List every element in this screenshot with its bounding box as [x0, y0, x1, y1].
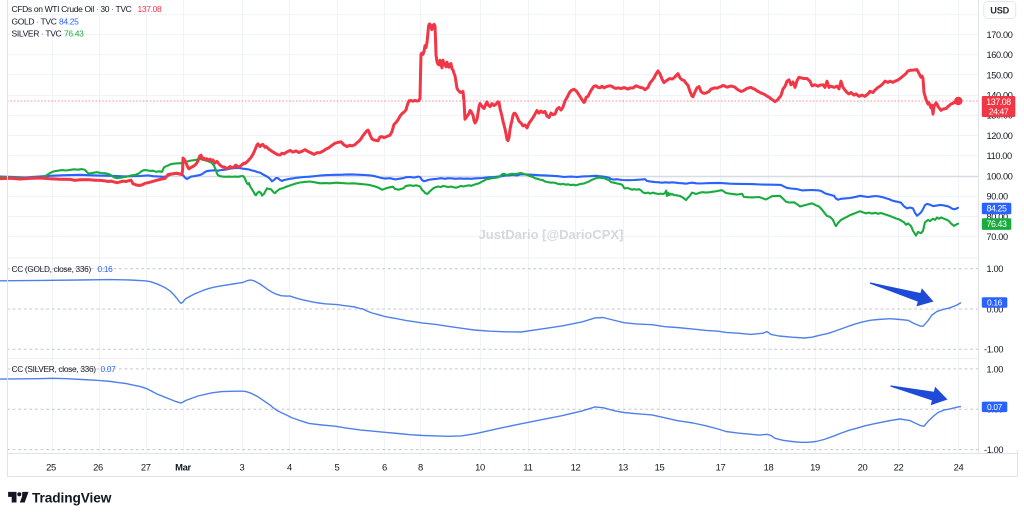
svg-text:76.43: 76.43 — [64, 29, 84, 39]
svg-text:160.00: 160.00 — [987, 50, 1013, 60]
svg-text:84.25: 84.25 — [986, 204, 1007, 214]
svg-text:0.00: 0.00 — [987, 304, 1004, 314]
svg-text:JustDario [@DarioCPX]: JustDario [@DarioCPX] — [479, 227, 624, 242]
svg-text:110.00: 110.00 — [987, 151, 1013, 161]
svg-text:27: 27 — [141, 462, 151, 473]
svg-text:4: 4 — [287, 462, 292, 473]
svg-text:170.00: 170.00 — [987, 30, 1013, 40]
svg-text:90.00: 90.00 — [987, 192, 1008, 202]
svg-text:17: 17 — [716, 462, 726, 473]
svg-text:13: 13 — [618, 462, 628, 473]
svg-text:5: 5 — [335, 462, 340, 473]
svg-text:-1.00: -1.00 — [984, 345, 1003, 355]
svg-text:0.07: 0.07 — [987, 402, 1003, 412]
svg-text:100.00: 100.00 — [987, 171, 1013, 181]
svg-text:0.16: 0.16 — [987, 297, 1003, 307]
svg-text:1.00: 1.00 — [987, 364, 1004, 374]
svg-text:18: 18 — [764, 462, 774, 473]
svg-text:GOLD · TVC: GOLD · TVC — [12, 16, 57, 26]
svg-text:24:47: 24:47 — [989, 107, 1009, 117]
svg-text:11: 11 — [523, 462, 532, 473]
svg-text:25: 25 — [46, 462, 56, 473]
svg-text:0.16: 0.16 — [98, 264, 114, 274]
svg-text:TradingView: TradingView — [32, 490, 112, 505]
svg-text:84.25: 84.25 — [59, 16, 79, 26]
svg-text:76.43: 76.43 — [986, 219, 1007, 229]
svg-text:SILVER · TVC: SILVER · TVC — [12, 29, 62, 39]
svg-text:3: 3 — [240, 462, 245, 473]
svg-text:10: 10 — [475, 462, 485, 473]
svg-text:137.08: 137.08 — [986, 97, 1011, 107]
svg-text:19: 19 — [810, 462, 820, 473]
svg-text:Mar: Mar — [175, 462, 191, 473]
svg-text:15: 15 — [655, 462, 665, 473]
svg-text:20: 20 — [858, 462, 868, 473]
svg-text:24: 24 — [954, 462, 964, 473]
svg-text:12: 12 — [571, 462, 581, 473]
svg-text:1.00: 1.00 — [987, 264, 1004, 274]
svg-text:6: 6 — [382, 462, 387, 473]
svg-text:150.00: 150.00 — [987, 70, 1013, 80]
svg-text:8: 8 — [418, 462, 423, 473]
svg-text:CC (GOLD, close, 336): CC (GOLD, close, 336) — [12, 264, 92, 274]
svg-text:140.00: 140.00 — [987, 91, 1013, 101]
svg-text:70.00: 70.00 — [987, 232, 1008, 242]
svg-text:137.08: 137.08 — [138, 4, 163, 14]
svg-text:22: 22 — [894, 462, 904, 473]
svg-text:26: 26 — [93, 462, 103, 473]
svg-text:0.07: 0.07 — [101, 364, 117, 374]
svg-text:120.00: 120.00 — [987, 131, 1013, 141]
svg-text:CFDs on WTI Crude Oil · 30 · T: CFDs on WTI Crude Oil · 30 · TVC — [12, 4, 132, 14]
svg-text:80.00: 80.00 — [987, 212, 1008, 222]
svg-text:USD: USD — [990, 5, 1009, 15]
svg-text:-1.00: -1.00 — [984, 445, 1003, 455]
svg-text:CC (SILVER, close, 336): CC (SILVER, close, 336) — [12, 364, 97, 374]
